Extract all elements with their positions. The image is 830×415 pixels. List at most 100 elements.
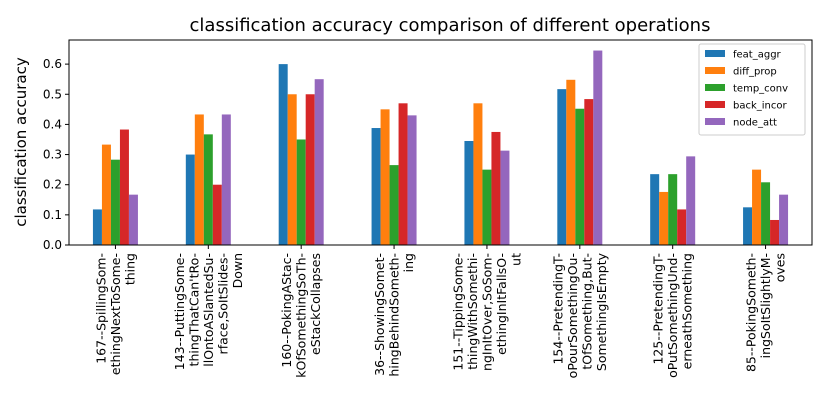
legend-box	[698, 43, 806, 136]
y-tick-label: 0.5	[43, 87, 62, 101]
bar-temp_conv-1	[203, 134, 213, 245]
bar-temp_conv-0	[110, 159, 120, 245]
y-tick-label: 0.1	[43, 208, 62, 222]
bar-diff_prop-1	[194, 114, 204, 246]
legend-label: back_incor	[733, 101, 787, 112]
bar-feat_aggr-1	[185, 154, 195, 245]
legend-label: temp_conv	[733, 84, 788, 95]
bar-diff_prop-3	[380, 109, 390, 246]
y-tick-label: 0.4	[43, 117, 62, 131]
x-tick-label-line: ingSoItSlightlyM-	[758, 253, 773, 358]
bar-feat_aggr-4	[464, 140, 474, 245]
bar-node_att-6	[686, 156, 696, 245]
bar-feat_aggr-5	[557, 89, 567, 245]
x-tick-label-line: eStackCollapses	[308, 253, 323, 355]
legend-swatch-back_incor	[705, 101, 725, 108]
bar-diff_prop-4	[473, 103, 483, 245]
bar-diff_prop-5	[566, 79, 576, 245]
x-tick-label-line: SomethingIsEmpty	[594, 252, 609, 371]
legend-swatch-node_att	[705, 118, 725, 125]
bar-temp_conv-7	[761, 182, 771, 245]
y-tick-label: 0.0	[43, 238, 62, 252]
x-tick-label-line: 143--PuttingSome-	[172, 253, 187, 370]
legend-swatch-temp_conv	[705, 84, 725, 91]
bar-diff_prop-6	[659, 191, 669, 245]
plot-frame	[68, 39, 813, 246]
x-tick-label-line: 85--PokingSometh-	[744, 253, 759, 372]
x-tick-label-line: thing	[122, 253, 137, 285]
x-tick-label-line: thingThatCan'tRo-	[186, 253, 201, 366]
x-tick-label-line: 151--TippingSome-	[450, 253, 465, 371]
bar-back_incor-2	[305, 94, 315, 245]
legend-swatch-feat_aggr	[705, 50, 725, 57]
bar-back_incor-6	[677, 209, 687, 245]
bar-back_incor-0	[119, 129, 129, 245]
bar-diff_prop-0	[101, 144, 111, 245]
bar-feat_aggr-7	[743, 207, 753, 245]
x-tick-label: 160--PokingAStac-kOfSomethingSoTh-eStack…	[279, 253, 323, 378]
x-tick-label-line: oPutSomethingUnd-	[665, 253, 680, 378]
x-tick-label-line: ethingNextToSome-	[108, 253, 123, 375]
x-tick-label-line: hingBehindSometh-	[387, 253, 402, 377]
x-tick-label: 151--TippingSome-thingWithSomethi-ngInIt…	[450, 253, 523, 371]
x-tick-label: 154--PretendingT-oPourSomethingOu-tOfSom…	[551, 252, 610, 378]
bar-node_att-3	[407, 115, 417, 245]
bar-back_incor-4	[491, 131, 501, 245]
x-tick-label: 36--ShowingSomet-hingBehindSometh-ing	[372, 253, 416, 377]
x-tick-label-line: thingWithSomethi-	[465, 253, 480, 370]
legend-label: feat_aggr	[733, 50, 782, 61]
bar-back_incor-7	[770, 219, 780, 245]
x-tick-label-line: 160--PokingAStac-	[279, 253, 294, 368]
bar-temp_conv-2	[296, 139, 306, 245]
x-tick-label-line: oves	[773, 253, 788, 282]
bar-feat_aggr-2	[278, 64, 288, 245]
x-tick-label-line: ernеathSomething	[680, 253, 695, 369]
legend-swatch-diff_prop	[705, 67, 725, 74]
legend-label: diff_prop	[733, 67, 777, 78]
bar-node_att-7	[779, 194, 789, 245]
x-tick-label: 85--PokingSometh-ingSoItSlightlyM-oves	[744, 253, 788, 372]
bar-node_att-4	[500, 150, 510, 245]
x-tick-label-line: 167--SpillingSom-	[93, 253, 108, 364]
bar-node_att-0	[128, 194, 138, 245]
bar-node_att-2	[314, 79, 324, 245]
y-tick-label: 0.3	[43, 148, 62, 162]
bar-node_att-1	[221, 114, 231, 246]
bar-temp_conv-6	[668, 174, 678, 245]
bar-back_incor-1	[212, 184, 222, 245]
y-tick-label: 0.6	[43, 57, 62, 71]
bar-node_att-5	[593, 50, 603, 246]
bar-diff_prop-2	[287, 94, 297, 245]
x-tick-label: 167--SpillingSom-ethingNextToSome-thing	[93, 253, 137, 375]
bar-back_incor-3	[398, 103, 408, 245]
x-tick-label: 125--PretendingT-oPutSomethingUnd-ernеat…	[651, 253, 695, 378]
legend: feat_aggr diff_prop temp_conv back_incornod…	[698, 43, 806, 136]
bar-diff_prop-7	[752, 169, 762, 245]
bar-temp_conv-3	[389, 165, 399, 245]
legend-label: node_att	[733, 118, 777, 129]
x-tick-label-line: llOntoASlantedSu-	[201, 253, 216, 367]
bar-temp_conv-4	[482, 169, 492, 245]
y-axis-label: classification accuracy	[12, 57, 30, 227]
x-axis: 167--SpillingSom-ethingNextToSome-thing 1…	[93, 245, 788, 378]
x-tick-label-line: Down	[230, 253, 245, 288]
x-tick-label-line: ing	[401, 253, 416, 272]
y-axis: 0.0 0.1 0.2 0.3 0.4 0.5 0.6	[43, 57, 69, 252]
x-tick-label-line: kOfSomethingSoTh-	[294, 253, 309, 378]
y-tick-label: 0.2	[43, 178, 62, 192]
bar-temp_conv-5	[575, 108, 585, 245]
x-tick-label-line: ethingInItFallsO-	[494, 253, 509, 355]
bar-feat_aggr-6	[650, 174, 660, 245]
x-tick-label: 143--PuttingSome-thingThatCan'tRo-llOnto…	[172, 253, 245, 370]
x-tick-label-line: tOfSomething,But-	[580, 253, 595, 370]
bar-back_incor-5	[584, 99, 594, 246]
chart-title: classification accuracy comparison of di…	[190, 15, 711, 36]
bar-feat_aggr-0	[92, 209, 102, 245]
x-tick-label-line: ngInItOver,SoSom-	[479, 253, 494, 371]
x-tick-label-line: 36--ShowingSomet-	[372, 253, 387, 376]
x-tick-label-line: rface,SoItSlides-	[215, 253, 230, 354]
bar-feat_aggr-3	[371, 128, 381, 245]
x-tick-label-line: ut	[508, 253, 523, 266]
x-tick-label-line: 154--PretendingT-	[551, 253, 566, 365]
